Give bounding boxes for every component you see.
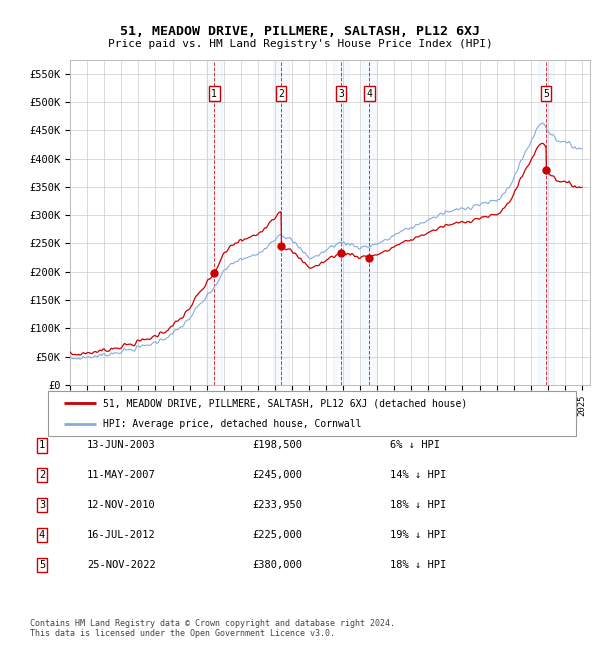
Text: 51, MEADOW DRIVE, PILLMERE, SALTASH, PL12 6XJ: 51, MEADOW DRIVE, PILLMERE, SALTASH, PL1… [120, 25, 480, 38]
Text: £198,500: £198,500 [252, 440, 302, 450]
Text: 18% ↓ HPI: 18% ↓ HPI [390, 500, 446, 510]
Text: 11-MAY-2007: 11-MAY-2007 [87, 470, 156, 480]
Text: Price paid vs. HM Land Registry's House Price Index (HPI): Price paid vs. HM Land Registry's House … [107, 39, 493, 49]
Bar [362, 60, 377, 385]
Text: 3: 3 [39, 500, 45, 510]
Text: 6% ↓ HPI: 6% ↓ HPI [390, 440, 440, 450]
Bar [333, 60, 349, 385]
Text: 18% ↓ HPI: 18% ↓ HPI [390, 560, 446, 570]
Text: 12-NOV-2010: 12-NOV-2010 [87, 500, 156, 510]
Text: 5: 5 [39, 560, 45, 570]
Text: 5: 5 [543, 89, 549, 99]
Text: 51, MEADOW DRIVE, PILLMERE, SALTASH, PL12 6XJ (detached house): 51, MEADOW DRIVE, PILLMERE, SALTASH, PL1… [103, 398, 467, 408]
Text: HPI: Average price, detached house, Cornwall: HPI: Average price, detached house, Corn… [103, 419, 362, 428]
Text: 4: 4 [367, 89, 372, 99]
Text: 25-NOV-2022: 25-NOV-2022 [87, 560, 156, 570]
Bar [274, 60, 289, 385]
Text: £233,950: £233,950 [252, 500, 302, 510]
Bar [206, 60, 222, 385]
Text: 13-JUN-2003: 13-JUN-2003 [87, 440, 156, 450]
Text: 14% ↓ HPI: 14% ↓ HPI [390, 470, 446, 480]
Text: 19% ↓ HPI: 19% ↓ HPI [390, 530, 446, 540]
Text: 2: 2 [278, 89, 284, 99]
Text: 1: 1 [39, 440, 45, 450]
Text: 4: 4 [39, 530, 45, 540]
Text: £380,000: £380,000 [252, 560, 302, 570]
Text: £225,000: £225,000 [252, 530, 302, 540]
Text: Contains HM Land Registry data © Crown copyright and database right 2024.
This d: Contains HM Land Registry data © Crown c… [30, 619, 395, 638]
Text: 16-JUL-2012: 16-JUL-2012 [87, 530, 156, 540]
Text: 2: 2 [39, 470, 45, 480]
Text: 1: 1 [211, 89, 217, 99]
Text: 3: 3 [338, 89, 344, 99]
Bar [538, 60, 554, 385]
Text: £245,000: £245,000 [252, 470, 302, 480]
